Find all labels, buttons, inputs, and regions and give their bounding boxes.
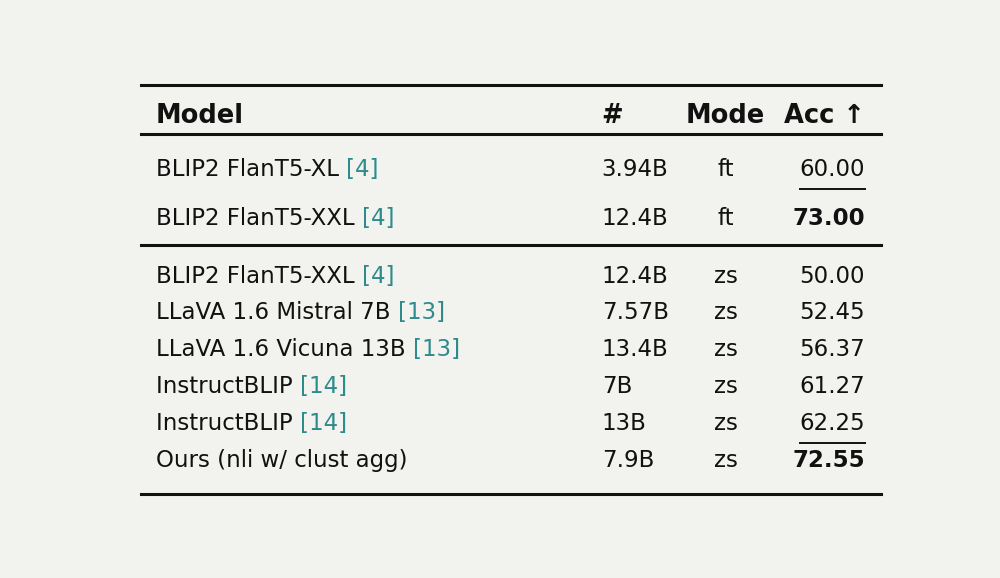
Text: BLIP2 FlanT5-XL: BLIP2 FlanT5-XL bbox=[156, 158, 346, 181]
Text: 52.45: 52.45 bbox=[800, 301, 865, 324]
Text: [14]: [14] bbox=[300, 375, 347, 398]
Text: 12.4B: 12.4B bbox=[602, 207, 668, 230]
Text: zs: zs bbox=[714, 265, 738, 288]
Text: 61.27: 61.27 bbox=[799, 375, 865, 398]
Text: zs: zs bbox=[714, 412, 738, 435]
Text: LLaVA 1.6 Mistral 7B: LLaVA 1.6 Mistral 7B bbox=[156, 301, 398, 324]
Text: 50.00: 50.00 bbox=[800, 265, 865, 288]
Text: 7B: 7B bbox=[602, 375, 632, 398]
Text: 7.9B: 7.9B bbox=[602, 449, 654, 472]
Text: 72.55: 72.55 bbox=[792, 449, 865, 472]
Text: Model: Model bbox=[156, 103, 244, 129]
Text: InstructBLIP: InstructBLIP bbox=[156, 375, 300, 398]
Text: zs: zs bbox=[714, 338, 738, 361]
Text: #: # bbox=[602, 103, 623, 129]
Text: zs: zs bbox=[714, 449, 738, 472]
Text: 12.4B: 12.4B bbox=[602, 265, 668, 288]
Text: LLaVA 1.6 Vicuna 13B: LLaVA 1.6 Vicuna 13B bbox=[156, 338, 413, 361]
Text: [4]: [4] bbox=[362, 207, 394, 230]
Text: 7.57B: 7.57B bbox=[602, 301, 669, 324]
Text: InstructBLIP: InstructBLIP bbox=[156, 412, 300, 435]
Text: 3.94B: 3.94B bbox=[602, 158, 668, 181]
Text: zs: zs bbox=[714, 375, 738, 398]
Text: zs: zs bbox=[714, 301, 738, 324]
Text: ft: ft bbox=[717, 207, 734, 230]
Text: 62.25: 62.25 bbox=[800, 412, 865, 435]
Text: [4]: [4] bbox=[362, 265, 394, 288]
Text: 13B: 13B bbox=[602, 412, 646, 435]
Text: BLIP2 FlanT5-XXL: BLIP2 FlanT5-XXL bbox=[156, 265, 362, 288]
Text: BLIP2 FlanT5-XXL: BLIP2 FlanT5-XXL bbox=[156, 207, 362, 230]
Text: 13.4B: 13.4B bbox=[602, 338, 668, 361]
Text: [13]: [13] bbox=[398, 301, 445, 324]
Text: Ours (nli w/ clust agg): Ours (nli w/ clust agg) bbox=[156, 449, 408, 472]
Text: [13]: [13] bbox=[413, 338, 460, 361]
Text: ft: ft bbox=[717, 158, 734, 181]
Text: Acc ↑: Acc ↑ bbox=[784, 103, 865, 129]
Text: [4]: [4] bbox=[346, 158, 379, 181]
Text: Mode: Mode bbox=[686, 103, 765, 129]
Text: [14]: [14] bbox=[300, 412, 347, 435]
Text: 60.00: 60.00 bbox=[800, 158, 865, 181]
Text: 73.00: 73.00 bbox=[792, 207, 865, 230]
Text: 56.37: 56.37 bbox=[799, 338, 865, 361]
